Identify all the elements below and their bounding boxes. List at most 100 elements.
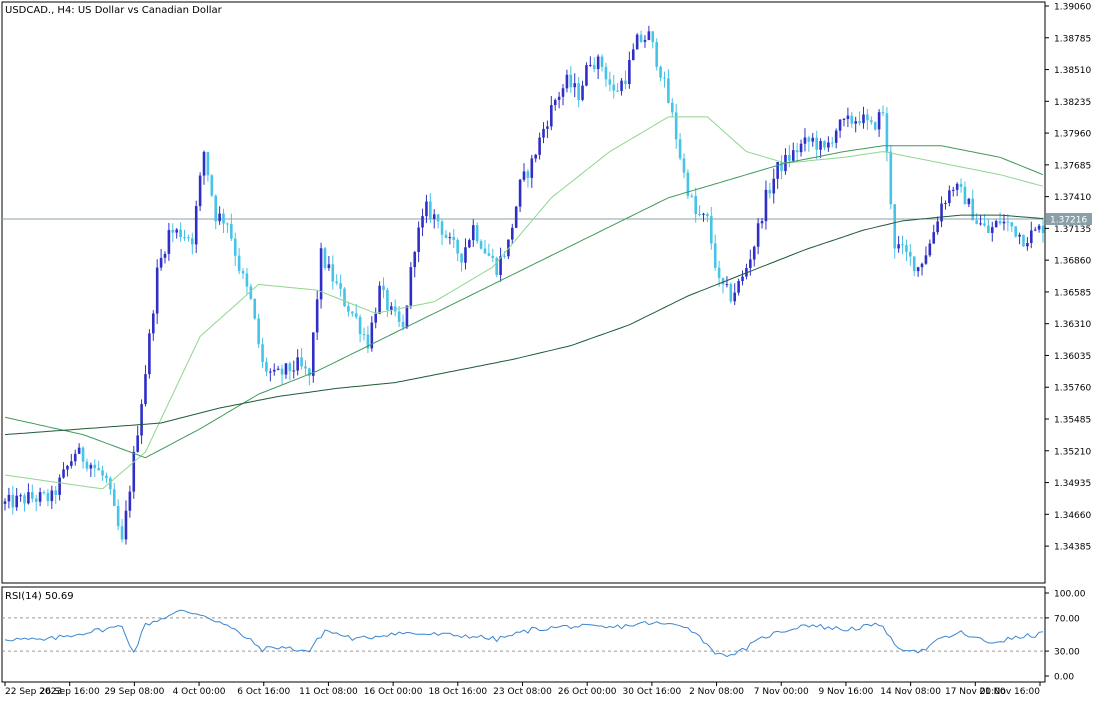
candle-body [319,248,323,300]
candle-body [749,259,752,269]
x-tick-label: 7 Nov 00:00 [754,687,809,697]
candle-body [27,492,30,504]
candle-body [362,334,366,336]
candle-body [971,198,975,221]
candle-body [780,162,783,172]
candle-body [54,490,58,495]
candle-body [768,189,772,194]
candle-body [339,283,342,289]
candle-body [987,225,990,233]
candle-body [905,244,908,252]
candle-body [222,213,225,224]
candle-body [292,370,296,372]
candle-body [370,322,374,349]
candle-body [456,240,459,254]
candle-body [432,214,436,220]
candle-body [518,179,522,207]
candle-body [823,140,826,148]
candle-body [444,234,448,238]
candle-body [881,112,885,114]
candle-body [901,244,904,246]
candle-body [136,435,139,452]
candle-body [1033,229,1037,231]
candle-body [11,494,15,508]
candle-body [834,130,838,143]
candle-body [155,267,159,314]
candle-body [542,128,545,138]
candle-body [50,490,54,502]
candle-body [483,248,487,254]
candle-body [151,313,155,334]
candle-body [838,119,842,131]
candle-body [850,115,854,124]
y-tick-label: 1.34935 [1054,479,1091,489]
candle-body [815,137,818,150]
x-tick-label: 26 Oct 00:00 [558,687,617,697]
candle-body [538,137,541,155]
candle-body [191,238,194,245]
candle-body [678,139,682,159]
candle-body [1037,225,1041,230]
candle-body [38,492,42,502]
candle-body [315,299,319,333]
candle-body [994,221,998,228]
candle-body [733,292,737,302]
candle-body [116,506,120,527]
y-tick-label: 1.35760 [1054,384,1091,394]
rsi-title: RSI(14) 50.69 [5,591,74,602]
candle-body [936,221,939,233]
candle-body [1029,230,1033,243]
candle-body [97,468,100,471]
candle-body [280,368,284,375]
candle-body [1010,222,1014,227]
candle-body [581,85,584,100]
candle-body [93,464,97,469]
x-tick-label: 18 Oct 16:00 [428,687,487,697]
candle-body [70,461,73,466]
candle-body [737,281,740,293]
x-tick-label: 17 Nov 00:00 [945,687,1006,697]
candle-body [998,221,1002,224]
candle-body [830,142,834,144]
candle-body [631,49,635,61]
candle-body [983,223,986,226]
candle-body [612,84,616,91]
candle-body [7,494,11,502]
candle-body [791,150,795,161]
candle-body [257,318,260,345]
candle-body [510,227,514,240]
candle-body [159,257,163,268]
y-tick-label: 1.35485 [1054,415,1091,425]
candle-body [335,281,338,284]
candle-body [460,253,463,263]
candle-body [819,140,822,150]
candle-body [690,195,694,197]
candle-body [46,492,50,502]
candle-body [721,277,725,285]
candle-body [963,186,967,205]
candle-body [241,271,245,274]
candle-body [924,255,928,264]
candle-body [230,223,233,239]
candle-body [667,78,670,103]
x-tick-label: 14 Nov 08:00 [880,687,941,697]
candle-body [940,203,943,222]
candle-body [866,114,869,121]
candle-body [745,268,748,277]
candle-body [729,284,733,302]
candle-body [873,122,877,130]
candle-body [928,243,932,256]
candle-body [42,492,46,494]
candle-body [413,251,417,268]
candle-body [1014,226,1017,237]
candle-body [514,206,518,228]
y-tick-label: 1.36035 [1054,352,1091,362]
candle-body [877,112,881,130]
candle-body [132,451,136,492]
y-tick-label: 1.37135 [1054,225,1091,235]
candle-body [827,142,830,148]
candle-body [916,267,920,272]
candle-body [66,465,69,470]
candle-body [249,286,253,299]
candle-body [553,99,557,106]
